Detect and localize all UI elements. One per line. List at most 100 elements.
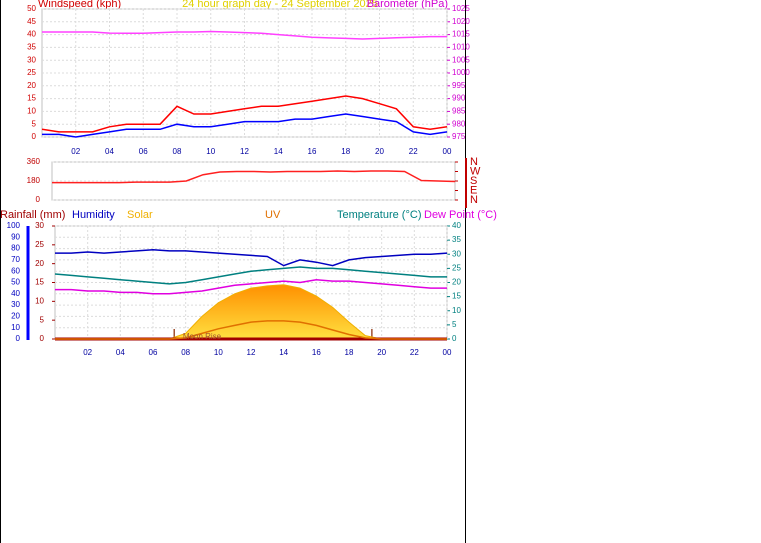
y3-tick-label: 10 xyxy=(35,296,44,305)
y-tick-label: 0 xyxy=(32,132,37,141)
series-line xyxy=(52,170,456,184)
windspeed-label: Windspeed (kph) xyxy=(38,0,121,10)
y-tick-label: 20 xyxy=(27,81,36,90)
y2-tick-label: 980 xyxy=(452,119,466,128)
y-tick-label: 25 xyxy=(27,68,36,77)
y2-tick-label: N xyxy=(470,194,478,206)
y-tick-label: 5 xyxy=(32,119,37,128)
y3-tick-label: 30 xyxy=(35,221,44,230)
y-tick-label: 0 xyxy=(16,334,21,343)
barometer-label: Barometer (hPa) xyxy=(367,0,448,10)
y2-tick-label: 1005 xyxy=(452,55,470,64)
y2-tick-label: 990 xyxy=(452,94,466,103)
legend-entry: UV xyxy=(265,209,281,221)
series-line xyxy=(42,113,448,138)
x-tick-label: 04 xyxy=(116,348,125,357)
y2-tick-label: 10 xyxy=(452,306,461,315)
x-tick-label: 18 xyxy=(345,348,354,357)
x-tick-label: 08 xyxy=(173,147,182,156)
y2-tick-label: 5 xyxy=(452,320,457,329)
y2-tick-label: 1020 xyxy=(452,17,470,26)
y-tick-label: 30 xyxy=(27,55,36,64)
x-tick-label: 18 xyxy=(341,147,350,156)
y-tick-label: 40 xyxy=(11,289,20,298)
y3-tick-label: 15 xyxy=(35,278,44,287)
y-tick-label: 50 xyxy=(11,278,20,287)
y3-tick-label: 25 xyxy=(35,240,44,249)
x-tick-label: 02 xyxy=(71,147,80,156)
y2-tick-label: 40 xyxy=(452,221,461,230)
y3-tick-label: 5 xyxy=(40,315,45,324)
legend-entry: Rainfall (mm) xyxy=(0,209,65,221)
x-tick-label: 16 xyxy=(312,348,321,357)
series-line xyxy=(55,320,447,340)
y2-tick-label: 35 xyxy=(452,235,461,244)
y-tick-label: 15 xyxy=(27,94,36,103)
x-tick-label: 22 xyxy=(409,147,418,156)
y-tick-label: 70 xyxy=(11,255,20,264)
series-line xyxy=(42,30,447,40)
legend-entry: Temperature (°C) xyxy=(337,209,421,221)
y2-tick-label: 1000 xyxy=(452,68,470,77)
x-tick-label: 00 xyxy=(443,348,452,357)
y2-tick-label: 25 xyxy=(452,263,461,272)
y2-tick-label: S xyxy=(470,175,477,187)
x-tick-label: 20 xyxy=(375,147,384,156)
y2-tick-label: N xyxy=(470,156,478,168)
y2-tick-label: 975 xyxy=(452,132,466,141)
legend-entry: Dew Point (°C) xyxy=(424,209,497,221)
y2-tick-label: 15 xyxy=(452,292,461,301)
series-line xyxy=(55,278,447,295)
y-tick-label: 0 xyxy=(36,195,41,204)
x-tick-label: 16 xyxy=(308,147,317,156)
x-tick-label: 12 xyxy=(247,348,256,357)
y2-tick-label: E xyxy=(470,184,477,196)
x-tick-label: 02 xyxy=(83,348,92,357)
y3-tick-label: 20 xyxy=(35,259,44,268)
x-tick-label: 08 xyxy=(181,348,190,357)
y2-tick-label: 30 xyxy=(452,249,461,258)
x-tick-label: 10 xyxy=(214,348,223,357)
y2-tick-label: 1025 xyxy=(452,4,470,13)
x-tick-label: 22 xyxy=(410,348,419,357)
chart-title: 24 hour graph day - 24 September 2025 xyxy=(182,0,378,10)
y-tick-label: 10 xyxy=(11,323,20,332)
y2-tick-label: 1015 xyxy=(452,30,470,39)
y-tick-label: 30 xyxy=(11,300,20,309)
y2-tick-label: 0 xyxy=(452,334,457,343)
y-tick-label: 180 xyxy=(27,176,41,185)
x-tick-label: 04 xyxy=(105,147,114,156)
x-tick-label: 06 xyxy=(149,348,158,357)
x-tick-label: 00 xyxy=(443,147,452,156)
y-tick-label: 35 xyxy=(27,43,36,52)
y-tick-label: 100 xyxy=(7,221,21,230)
y-tick-label: 40 xyxy=(27,30,36,39)
x-tick-label: 20 xyxy=(377,348,386,357)
y3-tick-label: 0 xyxy=(40,334,45,343)
x-tick-label: 14 xyxy=(274,147,283,156)
y-tick-label: 90 xyxy=(11,232,20,241)
y2-tick-label: 995 xyxy=(452,81,466,90)
y-tick-label: 45 xyxy=(27,17,36,26)
legend-entry: Solar xyxy=(127,209,153,221)
y-tick-label: 10 xyxy=(27,107,36,116)
x-tick-label: 10 xyxy=(206,147,215,156)
y-tick-label: 80 xyxy=(11,244,20,253)
annotation: Moon Rise xyxy=(183,332,222,341)
y-tick-label: 20 xyxy=(11,312,20,321)
x-tick-label: 06 xyxy=(139,147,148,156)
y2-tick-label: W xyxy=(470,165,481,177)
y2-tick-label: 20 xyxy=(452,278,461,287)
y2-tick-label: 1010 xyxy=(452,43,470,52)
y2-tick-label: 985 xyxy=(452,107,466,116)
series-line xyxy=(55,248,448,267)
x-tick-label: 12 xyxy=(240,147,249,156)
y-tick-label: 60 xyxy=(11,266,20,275)
x-tick-label: 14 xyxy=(279,348,288,357)
series-line xyxy=(54,266,447,285)
y-tick-label: 360 xyxy=(27,157,41,166)
y-tick-label: 50 xyxy=(27,4,36,13)
series-line xyxy=(41,95,448,133)
